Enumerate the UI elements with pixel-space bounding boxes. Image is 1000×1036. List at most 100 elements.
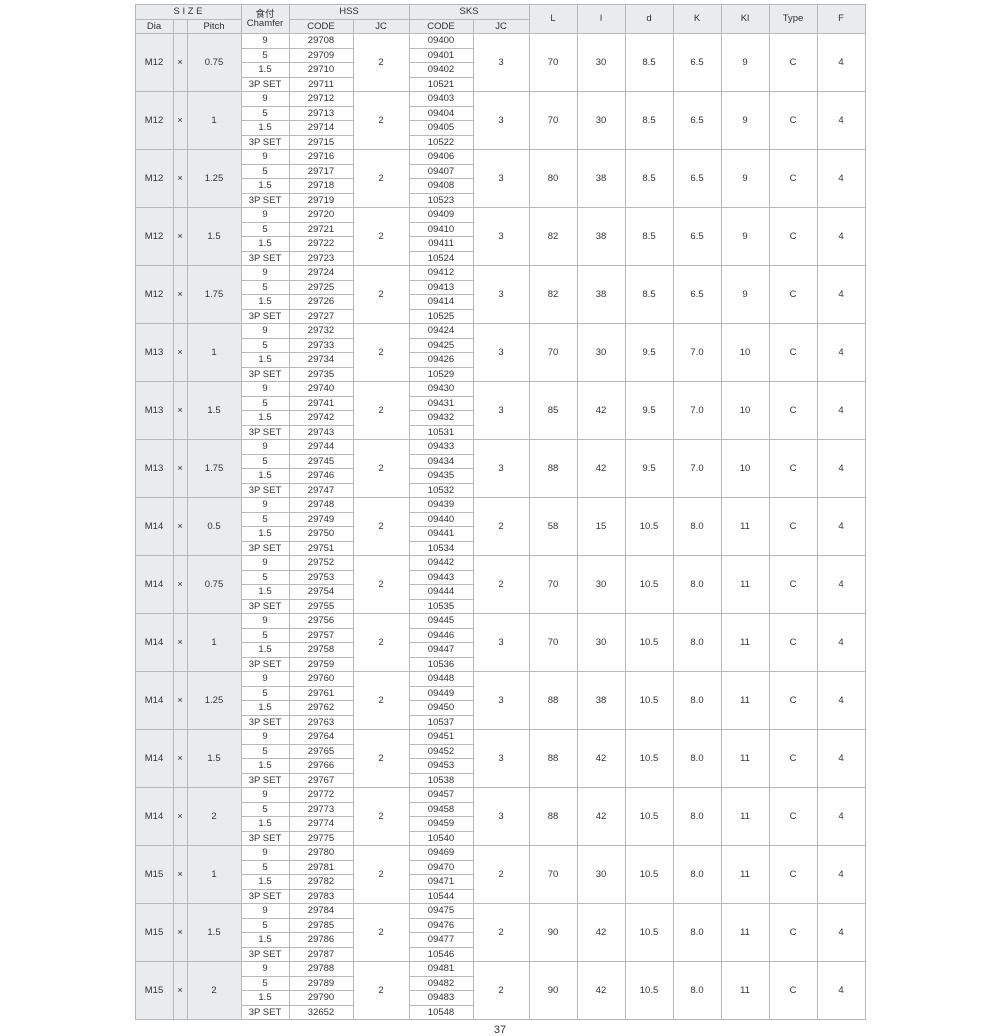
table-row: M14×29297722094573884210.58.011C4: [135, 788, 865, 803]
cell-sks-code: 10537: [409, 715, 473, 730]
cell-d: 8.5: [625, 34, 673, 92]
cell-Kl: 11: [721, 556, 769, 614]
cell-Type: C: [769, 556, 817, 614]
hdr-size: S I Z E: [135, 5, 241, 20]
cell-x: ×: [173, 904, 187, 962]
cell-sjc: 2: [473, 498, 529, 556]
cell-Kl: 9: [721, 266, 769, 324]
cell-sjc: 3: [473, 788, 529, 846]
cell-L: 70: [529, 614, 577, 672]
cell-chamfer: 5: [241, 628, 289, 643]
tap-spec-table: S I Z E 食付 Chamfer HSS SKS L l d K Kl Ty…: [135, 4, 866, 1020]
cell-L: 88: [529, 672, 577, 730]
cell-pitch: 1: [187, 324, 241, 382]
cell-hss-code: 29724: [289, 266, 353, 281]
cell-hss-code: 29748: [289, 498, 353, 513]
cell-K: 8.0: [673, 846, 721, 904]
cell-x: ×: [173, 266, 187, 324]
cell-hss-code: 29782: [289, 875, 353, 890]
cell-hss-code: 29785: [289, 918, 353, 933]
cell-hss-code: 29712: [289, 92, 353, 107]
cell-sks-code: 09476: [409, 918, 473, 933]
cell-Type: C: [769, 498, 817, 556]
cell-Kl: 11: [721, 672, 769, 730]
cell-pitch: 1.75: [187, 440, 241, 498]
cell-chamfer: 9: [241, 672, 289, 687]
table-row: M14×0.759297522094422703010.58.011C4: [135, 556, 865, 571]
cell-Kl: 11: [721, 788, 769, 846]
cell-l: 38: [577, 208, 625, 266]
cell-sjc: 3: [473, 150, 529, 208]
cell-F: 4: [817, 324, 865, 382]
cell-x: ×: [173, 92, 187, 150]
cell-hss-jc: 2: [353, 440, 409, 498]
cell-chamfer: 5: [241, 48, 289, 63]
cell-F: 4: [817, 266, 865, 324]
cell-chamfer: 3P SET: [241, 309, 289, 324]
cell-x: ×: [173, 440, 187, 498]
cell-sks-code: 09450: [409, 701, 473, 716]
cell-hss-code: 29773: [289, 802, 353, 817]
cell-sks-code: 09441: [409, 527, 473, 542]
cell-F: 4: [817, 498, 865, 556]
cell-chamfer: 3P SET: [241, 483, 289, 498]
cell-sks-code: 10535: [409, 599, 473, 614]
cell-hss-jc: 2: [353, 266, 409, 324]
cell-K: 7.0: [673, 324, 721, 382]
cell-chamfer: 1.5: [241, 295, 289, 310]
cell-hss-jc: 2: [353, 382, 409, 440]
cell-hss-code: 29735: [289, 367, 353, 382]
cell-F: 4: [817, 672, 865, 730]
cell-L: 88: [529, 730, 577, 788]
cell-hss-code: 29725: [289, 280, 353, 295]
cell-K: 6.5: [673, 92, 721, 150]
cell-hss-code: 29757: [289, 628, 353, 643]
cell-chamfer: 9: [241, 498, 289, 513]
cell-d: 10.5: [625, 962, 673, 1020]
cell-chamfer: 5: [241, 860, 289, 875]
cell-sks-code: 09435: [409, 469, 473, 484]
cell-sjc: 2: [473, 556, 529, 614]
cell-pitch: 1.5: [187, 904, 241, 962]
cell-sks-code: 09451: [409, 730, 473, 745]
cell-dia: M14: [135, 788, 173, 846]
cell-hss-code: 29750: [289, 527, 353, 542]
hdr-L: L: [529, 5, 577, 34]
cell-L: 90: [529, 904, 577, 962]
cell-Type: C: [769, 846, 817, 904]
cell-sks-code: 09407: [409, 164, 473, 179]
cell-chamfer: 3P SET: [241, 831, 289, 846]
cell-sjc: 3: [473, 614, 529, 672]
cell-chamfer: 1.5: [241, 759, 289, 774]
cell-chamfer: 1.5: [241, 179, 289, 194]
cell-sks-code: 09433: [409, 440, 473, 455]
cell-sks-code: 09458: [409, 802, 473, 817]
cell-Type: C: [769, 904, 817, 962]
cell-F: 4: [817, 614, 865, 672]
cell-sks-code: 09453: [409, 759, 473, 774]
cell-sks-code: 09434: [409, 454, 473, 469]
cell-hss-code: 29752: [289, 556, 353, 571]
cell-Kl: 9: [721, 208, 769, 266]
cell-chamfer: 9: [241, 846, 289, 861]
table-row: M14×19297562094453703010.58.011C4: [135, 614, 865, 629]
cell-hss-code: 29721: [289, 222, 353, 237]
hdr-x: [173, 19, 187, 34]
cell-sks-code: 09447: [409, 643, 473, 658]
cell-Type: C: [769, 208, 817, 266]
cell-l: 15: [577, 498, 625, 556]
cell-hss-code: 29761: [289, 686, 353, 701]
cell-hss-code: 29716: [289, 150, 353, 165]
cell-chamfer: 5: [241, 164, 289, 179]
cell-chamfer: 5: [241, 512, 289, 527]
cell-chamfer: 9: [241, 34, 289, 49]
cell-chamfer: 1.5: [241, 121, 289, 136]
cell-dia: M15: [135, 846, 173, 904]
cell-chamfer: 5: [241, 338, 289, 353]
cell-Kl: 11: [721, 614, 769, 672]
cell-chamfer: 9: [241, 150, 289, 165]
cell-K: 8.0: [673, 730, 721, 788]
cell-chamfer: 1.5: [241, 933, 289, 948]
hdr-sks: SKS: [409, 5, 529, 20]
cell-dia: M15: [135, 904, 173, 962]
